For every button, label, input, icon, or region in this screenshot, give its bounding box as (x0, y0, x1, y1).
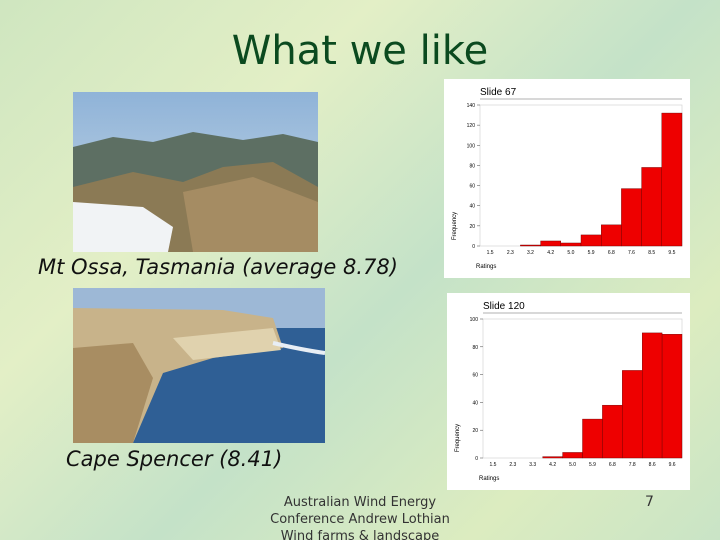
page-number: 7 (645, 494, 654, 510)
y-tick-label: 100 (467, 143, 476, 149)
bar (641, 332, 663, 459)
bar (562, 452, 583, 459)
x-tick-label: 2.3 (509, 462, 516, 468)
x-tick-label: 8.5 (648, 250, 655, 256)
x-tick-label: 5.0 (569, 462, 576, 468)
y-tick-label: 40 (469, 204, 475, 210)
photo-caption: Mt Ossa, Tasmania (average 8.78) (38, 255, 398, 279)
x-tick-label: 4.2 (549, 462, 556, 468)
y-tick-label: 100 (470, 317, 479, 323)
bar (621, 188, 642, 247)
x-axis-label: Ratings (476, 264, 496, 270)
bar (542, 456, 563, 459)
x-tick-label: 7.8 (629, 462, 636, 468)
x-tick-label: 4.2 (547, 250, 554, 256)
bar (600, 224, 622, 247)
x-tick-label: 6.8 (608, 250, 615, 256)
bar (641, 167, 663, 247)
x-tick-label: 1.5 (487, 250, 494, 256)
footer-line: Conference Andrew Lothian (270, 512, 450, 527)
footer-line: Wind farms & landscape (280, 529, 440, 540)
x-tick-label: 7.6 (628, 250, 635, 256)
chart-title: Slide 67 (480, 87, 517, 98)
bar (580, 234, 602, 247)
y-tick-label: 60 (472, 373, 478, 379)
y-tick-label: 140 (467, 103, 476, 109)
photo-caption: Cape Spencer (8.41) (66, 447, 283, 471)
slide-title: What we like (231, 28, 489, 74)
x-tick-label: 2.3 (507, 250, 514, 256)
photo-coast (73, 288, 325, 443)
footer-line: Australian Wind Energy (283, 495, 437, 510)
x-tick-label: 5.9 (588, 250, 595, 256)
x-tick-label: 3.3 (529, 462, 536, 468)
x-tick-label: 1.5 (489, 462, 496, 468)
x-tick-label: 3.2 (527, 250, 534, 256)
footer: Australian Wind Energy Conference Andrew… (240, 494, 480, 540)
y-tick-label: 20 (469, 224, 475, 230)
bar (520, 244, 541, 247)
bar (602, 404, 623, 459)
chart-panel: Slide 67 0 20 40 60 80 100 120 140 1.5 2.3 3.2 4.2 5.… (444, 79, 690, 278)
chart-panel: Slide 120 0 20 40 60 80 100 1.5 2.3 3.3 4.2 5.0 5.9 6… (447, 293, 690, 490)
y-tick-label: 20 (472, 428, 478, 434)
x-tick-label: 5.9 (589, 462, 596, 468)
x-tick-label: 5.0 (567, 250, 574, 256)
y-tick-label: 120 (467, 123, 476, 129)
y-tick-label: 40 (472, 400, 478, 406)
x-tick-label: 9.5 (668, 250, 675, 256)
y-tick-label: 80 (469, 163, 475, 169)
x-tick-label: 6.8 (609, 462, 616, 468)
y-tick-label: 60 (469, 184, 475, 190)
y-tick-label: 0 (475, 456, 478, 462)
x-tick-label: 9.6 (669, 462, 676, 468)
bar (661, 334, 683, 459)
bar (582, 418, 603, 459)
y-tick-label: 80 (472, 345, 478, 351)
x-axis-label: Ratings (479, 476, 499, 482)
y-axis-label: Frequency (452, 212, 458, 240)
chart-title: Slide 120 (483, 301, 525, 312)
photo-mountain (73, 92, 318, 252)
bar (560, 242, 582, 247)
y-tick-label: 0 (472, 244, 475, 250)
bar (622, 370, 643, 459)
bar (661, 112, 683, 247)
x-tick-label: 8.6 (649, 462, 656, 468)
bar (540, 240, 561, 247)
y-axis-label: Frequency (455, 424, 461, 452)
